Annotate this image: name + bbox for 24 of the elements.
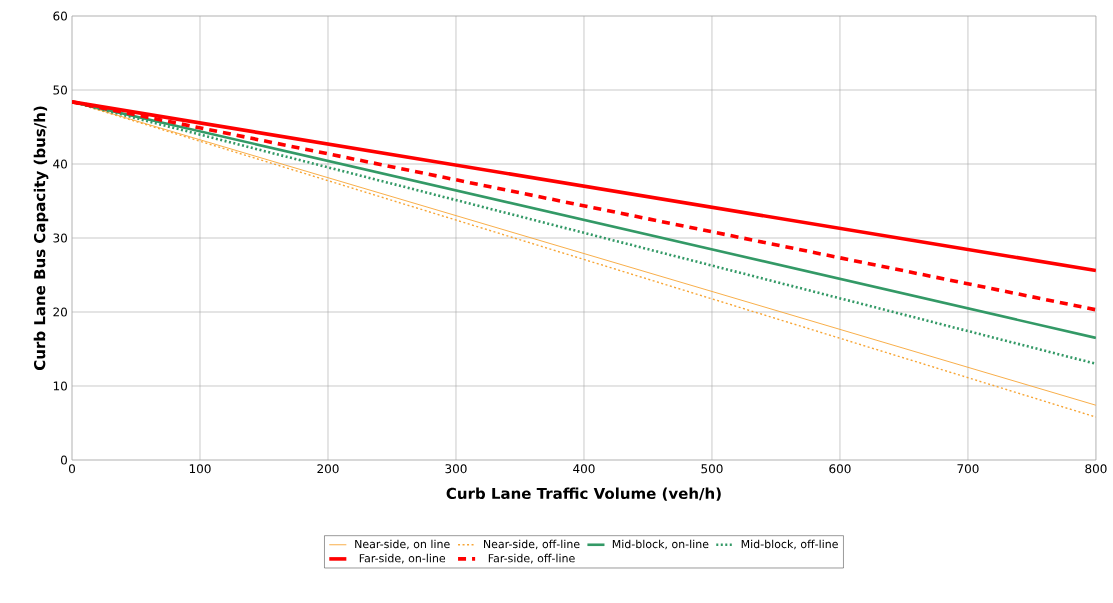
legend-label: Far-side, on-line <box>359 553 446 564</box>
x-tick-label: 100 <box>189 464 211 474</box>
legend-label: Mid-block, on-line <box>612 539 709 550</box>
y-tick-label: 30 <box>53 233 67 243</box>
legend-label: Mid-block, off-line <box>741 539 838 550</box>
y-tick-label: 50 <box>53 85 67 95</box>
y-axis-title: Curb Lane Bus Capacity (bus/h) <box>33 106 49 370</box>
y-tick-label: 60 <box>53 11 67 21</box>
legend-label: Near-side, off-line <box>484 539 580 550</box>
x-tick-label: 800 <box>1085 464 1107 474</box>
x-axis-title: Curb Lane Traffic Volume (veh/h) <box>446 487 721 501</box>
legend-label: Near-side, on line <box>355 539 450 550</box>
x-tick-label: 500 <box>701 464 723 474</box>
y-tick-label: 40 <box>53 159 67 169</box>
x-tick-label: 300 <box>445 464 467 474</box>
x-tick-label: 400 <box>573 464 595 474</box>
x-tick-label: 700 <box>957 464 979 474</box>
x-tick-label: 200 <box>317 464 339 474</box>
x-tick-label: 600 <box>829 464 851 474</box>
x-tick-label: 0 <box>68 464 76 474</box>
y-tick-label: 0 <box>60 455 68 465</box>
legend-label: Far-side, off-line <box>488 553 575 564</box>
y-tick-label: 20 <box>53 307 67 317</box>
y-tick-label: 10 <box>53 381 67 391</box>
